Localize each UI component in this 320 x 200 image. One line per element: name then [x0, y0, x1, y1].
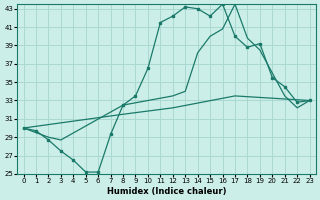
X-axis label: Humidex (Indice chaleur): Humidex (Indice chaleur) [107, 187, 226, 196]
